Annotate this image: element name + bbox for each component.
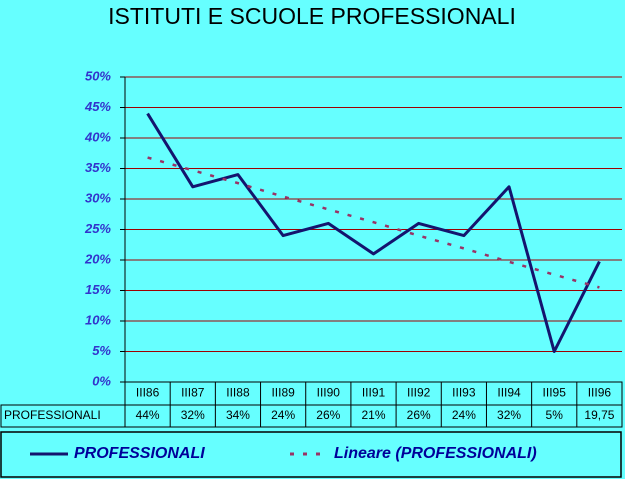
table-value: 44%: [136, 408, 160, 422]
table-value: 19,75: [584, 408, 614, 422]
table-value: 32%: [497, 408, 521, 422]
x-tick-label: III94: [497, 386, 521, 400]
x-tick-label: III96: [588, 386, 612, 400]
trend-line: [147, 156, 600, 289]
y-tick-label: 30%: [85, 190, 111, 205]
table-value: 21%: [361, 408, 385, 422]
table-value: 26%: [407, 408, 431, 422]
table-border: [0, 404, 623, 428]
table-value: 32%: [181, 408, 205, 422]
y-tick-label: 10%: [85, 312, 111, 327]
x-tick-label: III95: [543, 386, 567, 400]
table-value: 5%: [546, 408, 564, 422]
x-tick-label: III88: [226, 386, 250, 400]
table-value: 34%: [226, 408, 250, 422]
x-tick-label: III89: [271, 386, 295, 400]
table-value: 24%: [452, 408, 476, 422]
y-tick-label: 20%: [84, 251, 111, 266]
y-tick-label: 0%: [92, 373, 111, 388]
x-tick-label: III87: [181, 386, 205, 400]
y-tick-label: 40%: [84, 129, 111, 144]
chart-title: ISTITUTI E SCUOLE PROFESSIONALI: [108, 3, 516, 29]
y-tick-label: 35%: [85, 160, 111, 175]
x-tick-label: III92: [407, 386, 431, 400]
legend-label: Lineare (PROFESSIONALI): [334, 445, 537, 462]
legend-box: [0, 431, 622, 478]
y-tick-label: 45%: [84, 99, 111, 114]
table-value: 26%: [316, 408, 340, 422]
x-tick-label: III93: [452, 386, 476, 400]
y-tick-label: 25%: [84, 221, 111, 236]
x-tick-label: III91: [362, 386, 386, 400]
y-tick-label: 15%: [85, 282, 111, 297]
table-value: 24%: [271, 408, 295, 422]
table-row-label: PROFESSIONALI: [4, 408, 101, 422]
legend-label: PROFESSIONALI: [74, 445, 205, 462]
y-tick-label: 50%: [85, 68, 111, 83]
x-tick-label: III90: [317, 386, 341, 400]
data-line: [146, 112, 601, 353]
y-tick-label: 5%: [92, 343, 111, 358]
x-tick-label: III86: [136, 386, 160, 400]
